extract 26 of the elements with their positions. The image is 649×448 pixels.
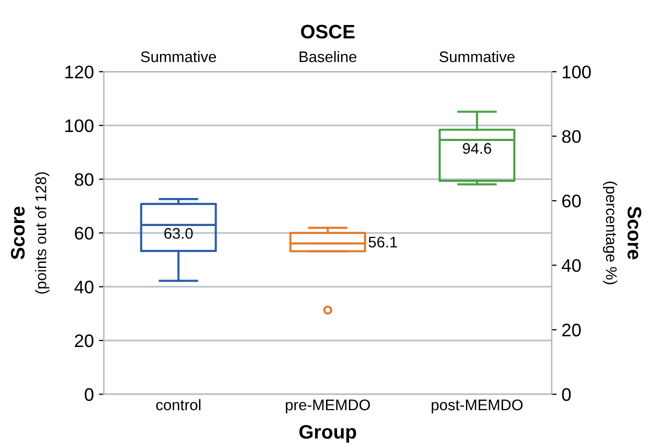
y2-axis-title: Score (percentage %) <box>602 182 642 284</box>
annotation: 63.0 <box>164 228 193 239</box>
y2-tick-label: 40 <box>562 259 581 272</box>
y-tick-label: 100 <box>65 119 94 132</box>
chart-title: OSCE <box>300 24 355 39</box>
text: Baseline <box>300 50 356 62</box>
annotation: 94.6 <box>462 143 492 154</box>
y2-tick-label: 20 <box>562 324 581 336</box>
y2-tick-label: 60 <box>562 194 581 208</box>
y-axis-title: Score (points out of 128) <box>10 172 50 294</box>
x-tick-label: control <box>156 399 200 410</box>
y-tick-label: 0 <box>84 388 94 401</box>
text: Summative <box>140 50 216 62</box>
x-tick-label: pre-MEMDO <box>286 400 370 414</box>
text: Summative <box>440 50 515 62</box>
y-tick-label: 20 <box>74 334 94 348</box>
y-tick-label: 80 <box>74 173 94 186</box>
y2-tick-label: 0 <box>562 388 571 401</box>
y-tick-label: 120 <box>65 66 94 78</box>
x-tick-label: post-MEMDO <box>432 400 523 414</box>
y2-tick-label: 100 <box>562 66 591 78</box>
y2-tick-label: 80 <box>562 130 581 143</box>
y-tick-label: 60 <box>74 226 94 240</box>
annotation: 56.1 <box>368 236 398 248</box>
x-axis-title: Group <box>299 424 356 443</box>
y-tick-label: 40 <box>74 280 94 294</box>
